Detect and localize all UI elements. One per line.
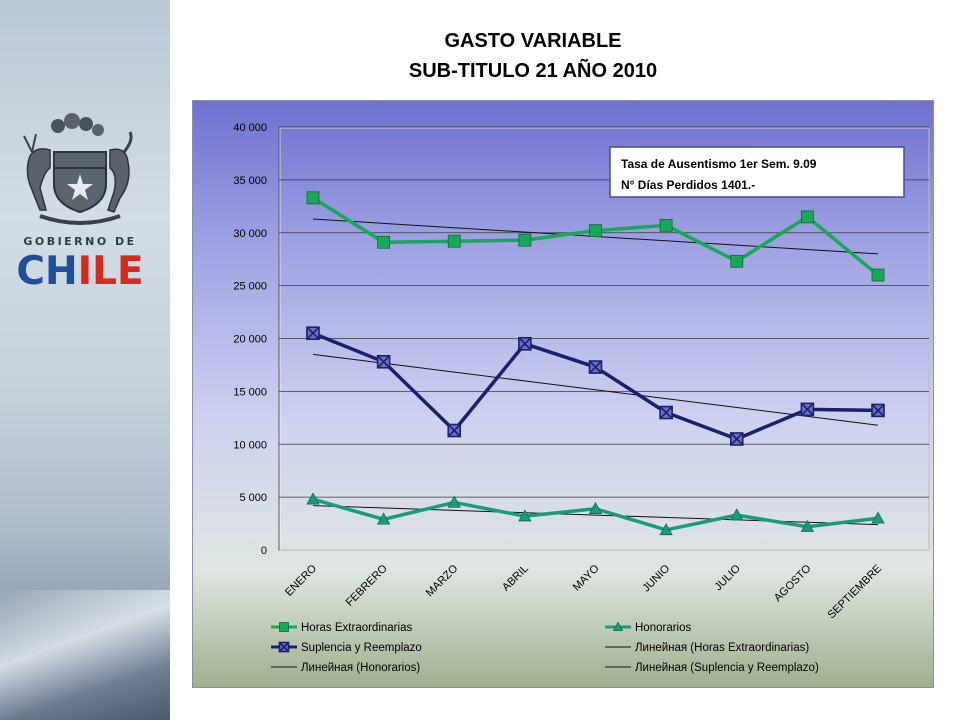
data-point <box>306 191 320 205</box>
data-point-cross <box>730 432 744 446</box>
data-point-cross <box>306 326 320 340</box>
y-tick-label: 10 000 <box>233 439 267 451</box>
data-point <box>588 501 603 514</box>
data-point <box>589 224 602 238</box>
side-panel: GOBIERNO DE CHILE <box>0 0 170 720</box>
data-point <box>659 218 673 232</box>
data-point <box>800 519 815 532</box>
legend-marker-cross <box>278 641 290 653</box>
title-line-2: SUB-TITULO 21 AÑO 2010 <box>408 60 658 82</box>
trendline <box>312 353 879 426</box>
data-point-cross <box>518 337 532 351</box>
y-tick-label: 0 <box>261 545 267 557</box>
legend-label: Horas Extraordinarias <box>301 622 412 634</box>
note-line-2: N° Días Perdidos 1401.- <box>621 178 755 192</box>
data-point <box>871 511 885 524</box>
y-tick-label: 5 000 <box>239 492 267 504</box>
y-tick-label: 25 000 <box>233 281 267 293</box>
gobierno-de-chile-logo: GOBIERNO DE CHILE <box>10 112 144 302</box>
data-point <box>730 254 744 268</box>
y-tick-label: 35 000 <box>233 175 267 187</box>
x-tick-label: FEBRERO <box>344 562 390 608</box>
data-point <box>376 512 391 525</box>
page-title: GASTO VARIABLE SUB-TITULO 21 AÑO 2010 <box>333 26 733 86</box>
data-point <box>447 495 461 508</box>
x-tick-label: JUNIO <box>640 562 672 594</box>
data-point <box>730 508 744 521</box>
coat-of-arms-icon <box>23 113 133 225</box>
data-point <box>447 234 461 248</box>
note-box <box>609 146 905 198</box>
legend-label: Honorarios <box>635 622 691 634</box>
legend-label: Suplencia y Reemplazo <box>301 642 422 654</box>
legend-marker <box>612 621 624 631</box>
data-point <box>377 235 391 249</box>
data-point <box>800 210 814 224</box>
data-point <box>306 492 320 505</box>
data-point <box>518 233 532 247</box>
y-tick-label: 15 000 <box>233 386 267 398</box>
legend-label: Линейная (Horas Extraordinarias) <box>635 642 809 654</box>
y-tick-label: 30 000 <box>233 228 267 240</box>
data-point-cross <box>659 405 673 420</box>
data-point-cross <box>377 355 391 369</box>
data-point-cross <box>871 403 885 417</box>
logo-main-text: CHILE <box>16 249 144 294</box>
series-line <box>312 331 879 441</box>
plot-area-highlight <box>279 127 930 551</box>
x-tick-label: ABRIL <box>500 563 531 594</box>
data-point <box>518 509 532 522</box>
x-tick-label: AGOSTO <box>772 562 814 604</box>
legend-label: Линейная (Suplencia y Reemplazo) <box>635 662 819 674</box>
x-tick-label: JULIO <box>712 562 743 593</box>
data-point-cross <box>588 360 603 374</box>
x-tick-label: ENERO <box>283 562 319 598</box>
y-tick-label: 20 000 <box>233 334 267 346</box>
x-tick-label: MAYO <box>571 562 602 593</box>
logo-top-text: GOBIERNO DE <box>23 235 137 248</box>
chart-frame: 0 5 000 10 000 15 000 20 000 25 000 30 000 35 0… <box>192 100 934 688</box>
legend-label: Линейная (Honorarios) <box>301 662 420 674</box>
data-point <box>659 523 673 536</box>
x-tick-label: SEPTIEMBRE <box>825 563 884 622</box>
x-tick-label: MARZO <box>424 562 461 599</box>
title-line-1: GASTO VARIABLE <box>444 30 622 52</box>
data-point-cross <box>447 423 461 438</box>
data-point <box>871 268 885 282</box>
mountain-background <box>0 590 170 720</box>
data-point-cross <box>800 402 814 416</box>
legend-marker <box>279 622 289 632</box>
note-line-1: Tasa de Ausentismo 1er Sem. 9.09 <box>621 157 817 171</box>
line-chart: 0 5 000 10 000 15 000 20 000 25 000 30 000 35 0… <box>233 122 930 674</box>
y-tick-label: 40 000 <box>233 122 267 134</box>
